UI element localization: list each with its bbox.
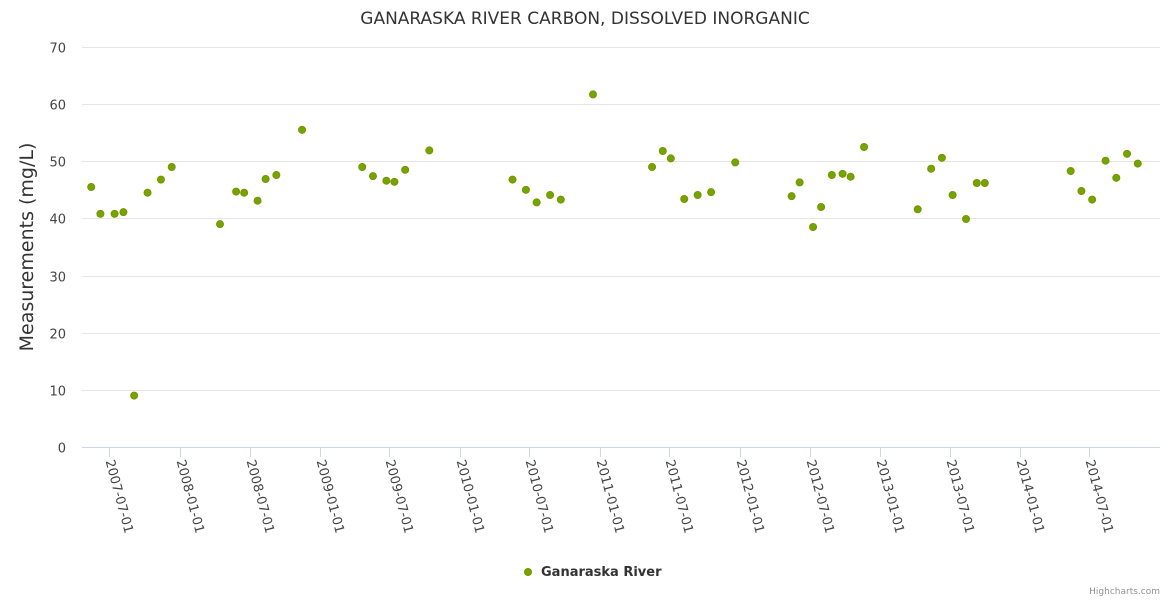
x-tick-label: 2007-07-01 <box>102 458 136 535</box>
data-point[interactable] <box>795 178 804 187</box>
data-point[interactable] <box>838 169 847 178</box>
data-point[interactable] <box>1088 195 1097 204</box>
data-points <box>87 90 1142 400</box>
y-axis-label: Measurements (mg/L) <box>16 143 38 352</box>
data-point[interactable] <box>666 154 675 163</box>
data-point[interactable] <box>521 185 530 194</box>
chart-title: GANARASKA RIVER CARBON, DISSOLVED INORGA… <box>360 9 809 29</box>
data-point[interactable] <box>368 172 377 181</box>
data-point[interactable] <box>143 188 152 197</box>
legend-item-ganaraska-river[interactable]: Ganaraska River <box>541 565 662 580</box>
data-point[interactable] <box>648 163 657 171</box>
data-point[interactable] <box>827 171 836 179</box>
y-axis-ticks: 0 10 20 30 40 50 60 70 <box>49 42 66 457</box>
data-point[interactable] <box>787 192 796 201</box>
x-tick-label: 2013-01-01 <box>873 458 907 535</box>
x-tick-label: 2011-01-01 <box>593 458 627 535</box>
data-point[interactable] <box>731 158 740 167</box>
data-point[interactable] <box>96 209 105 218</box>
data-point[interactable] <box>1077 187 1086 195</box>
data-point[interactable] <box>298 125 307 134</box>
y-tick-label: 30 <box>49 271 66 286</box>
data-point[interactable] <box>232 187 241 196</box>
data-point[interactable] <box>272 171 281 179</box>
x-tick-label: 2010-01-01 <box>453 458 487 535</box>
data-point[interactable] <box>261 175 270 183</box>
data-point[interactable] <box>707 188 716 197</box>
data-point[interactable] <box>358 163 367 171</box>
data-point[interactable] <box>216 220 225 229</box>
data-point[interactable] <box>508 175 517 184</box>
data-point[interactable] <box>119 208 128 217</box>
data-point[interactable] <box>927 164 936 173</box>
data-point[interactable] <box>860 143 869 151</box>
data-point[interactable] <box>1112 173 1121 182</box>
x-tick-label: 2008-01-01 <box>173 458 207 535</box>
data-point[interactable] <box>425 146 434 155</box>
data-point[interactable] <box>913 205 922 214</box>
data-point[interactable] <box>658 147 667 155</box>
data-point[interactable] <box>556 195 565 204</box>
data-point[interactable] <box>110 209 119 218</box>
x-axis-ticks: 2007-07-01 2008-01-01 2008-07-01 2009-01-01… <box>102 447 1116 535</box>
x-tick-label: 2008-07-01 <box>243 458 277 535</box>
x-tick-label: 2010-07-01 <box>522 458 556 535</box>
data-point[interactable] <box>809 223 818 231</box>
y-tick-label: 0 <box>58 442 66 457</box>
data-point[interactable] <box>937 153 946 162</box>
x-tick-label: 2012-01-01 <box>733 458 767 535</box>
data-point[interactable] <box>1133 159 1142 168</box>
data-point[interactable] <box>693 191 702 199</box>
data-point[interactable] <box>948 191 957 199</box>
data-point[interactable] <box>240 188 249 197</box>
data-point[interactable] <box>546 191 555 199</box>
data-point[interactable] <box>980 179 989 187</box>
x-tick-label: 2009-01-01 <box>313 458 347 535</box>
y-tick-label: 70 <box>49 42 66 57</box>
data-point[interactable] <box>1123 149 1132 158</box>
x-tick-label: 2013-07-01 <box>943 458 977 535</box>
x-tick-label: 2014-01-01 <box>1013 458 1047 535</box>
data-point[interactable] <box>532 198 541 207</box>
data-point[interactable] <box>589 90 598 99</box>
data-point[interactable] <box>817 203 826 211</box>
data-point[interactable] <box>253 196 262 205</box>
x-tick-label: 2009-07-01 <box>382 458 416 535</box>
data-point[interactable] <box>1066 167 1075 175</box>
data-point[interactable] <box>972 179 981 187</box>
x-tick-label: 2012-07-01 <box>803 458 837 535</box>
x-tick-label: 2011-07-01 <box>662 458 696 535</box>
y-tick-label: 50 <box>49 156 66 171</box>
data-point[interactable] <box>167 163 176 171</box>
data-point[interactable] <box>401 165 410 174</box>
legend[interactable]: Ganaraska River <box>524 565 663 580</box>
data-point[interactable] <box>156 175 165 184</box>
y-tick-label: 40 <box>49 213 66 228</box>
data-point[interactable] <box>130 391 139 400</box>
y-tick-label: 20 <box>49 328 66 343</box>
data-point[interactable] <box>1101 156 1110 165</box>
data-point[interactable] <box>390 177 399 186</box>
data-point[interactable] <box>962 215 971 223</box>
data-point[interactable] <box>382 176 391 185</box>
y-tick-label: 10 <box>49 385 66 400</box>
data-point[interactable] <box>680 195 689 203</box>
grid-lines <box>82 47 1160 448</box>
legend-marker <box>524 568 532 576</box>
y-tick-label: 60 <box>49 99 66 114</box>
data-point[interactable] <box>846 172 855 181</box>
x-tick-label: 2014-07-01 <box>1082 458 1116 535</box>
data-point[interactable] <box>87 183 96 191</box>
highcharts-credit[interactable]: Highcharts.com <box>1089 587 1160 597</box>
